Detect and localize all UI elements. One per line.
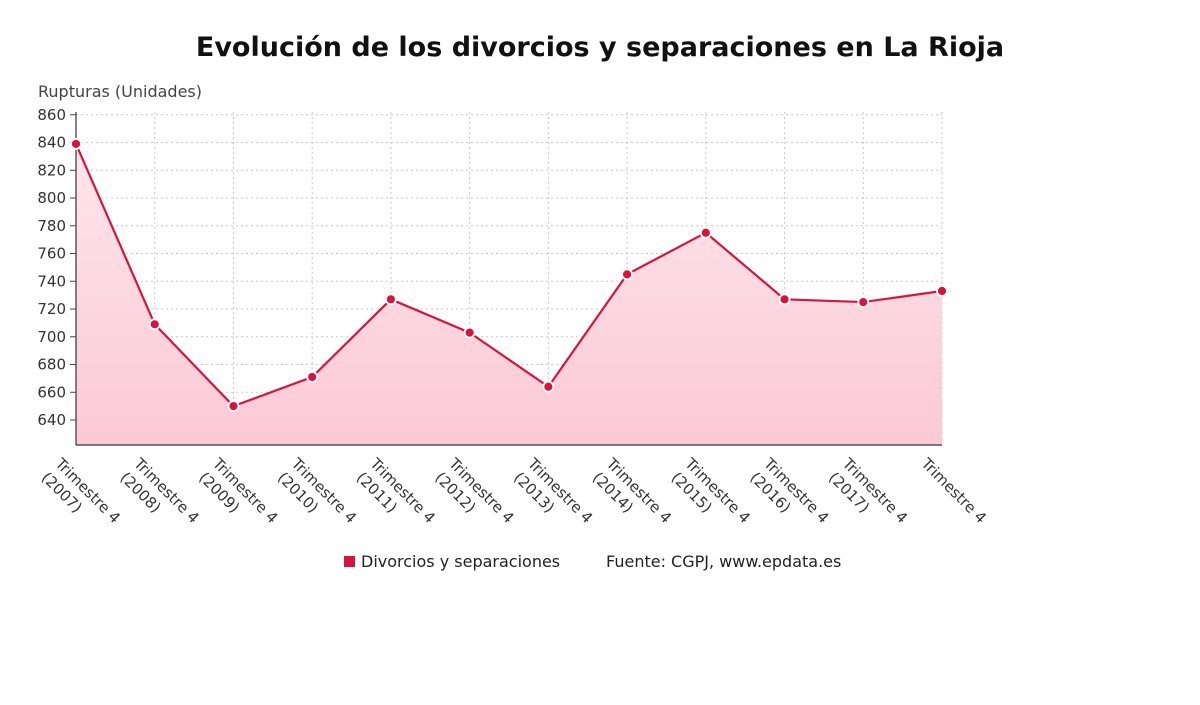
x-tick-label: Trimestre 4 <box>917 454 990 527</box>
y-axis-label: Rupturas (Unidades) <box>38 82 202 101</box>
data-point <box>148 318 161 331</box>
data-point <box>306 371 319 383</box>
x-tick-label: Trimestre 4(2013) <box>509 454 596 541</box>
y-tick-label: 820 <box>37 161 66 179</box>
y-tick-label: 760 <box>37 245 66 263</box>
y-tick-label: 720 <box>37 300 66 318</box>
x-tick-label-line: Trimestre 4 <box>917 454 990 527</box>
y-tick-label: 840 <box>37 134 66 152</box>
data-point <box>385 293 397 306</box>
y-tick-label: 740 <box>37 272 66 290</box>
data-point <box>227 400 240 413</box>
data-point <box>699 226 712 239</box>
data-point <box>463 326 476 339</box>
data-point <box>621 268 633 281</box>
x-tick-label: Trimestre 4(2008) <box>116 454 203 541</box>
y-tick-label: 780 <box>37 217 66 235</box>
axes <box>75 112 942 446</box>
series-line <box>74 143 943 408</box>
area-layer <box>74 143 943 445</box>
x-ticks: Trimestre 4(2007) Trimestre 4(2008) Trimes… <box>37 454 990 541</box>
data-point <box>542 380 555 393</box>
x-tick-label: Trimestre 4(2009) <box>195 454 282 541</box>
y-tick-label: 700 <box>37 328 66 346</box>
y-tick-label: 800 <box>37 189 66 207</box>
x-tick-label: Trimestre 4(2011) <box>352 454 439 541</box>
chart-title: Evolución de los divorcios y separacione… <box>196 32 1004 63</box>
series-area <box>76 143 942 445</box>
legend: Divorcios y separaciones Fuente: CGPJ, w… <box>344 552 841 571</box>
x-tick-label: Trimestre 4(2014) <box>588 454 675 541</box>
x-tick-label: Trimestre 4(2010) <box>273 454 360 541</box>
data-point <box>778 293 791 306</box>
y-tick-label: 860 <box>37 106 66 124</box>
source-note: Fuente: CGPJ, www.epdata.es <box>606 552 841 571</box>
x-tick-label: Trimestre 4(2007) <box>37 454 124 541</box>
x-tick-label: Trimestre 4(2017) <box>824 454 911 541</box>
y-tick-label: 640 <box>37 411 66 429</box>
data-point <box>857 296 870 308</box>
data-points <box>70 138 948 413</box>
data-point <box>70 138 82 150</box>
x-tick-label: Trimestre 4(2012) <box>431 454 518 541</box>
legend-label: Divorcios y separaciones <box>361 552 560 571</box>
y-tick-label: 660 <box>37 383 66 401</box>
x-tick-label: Trimestre 4(2015) <box>667 454 754 541</box>
x-tick-label: Trimestre 4(2016) <box>746 454 833 541</box>
legend-swatch <box>344 556 355 567</box>
y-ticks: 640 660 680 700 720 740 760 780 800 820 840 860 <box>37 106 76 429</box>
y-tick-label: 680 <box>37 356 66 374</box>
data-point <box>936 285 948 297</box>
